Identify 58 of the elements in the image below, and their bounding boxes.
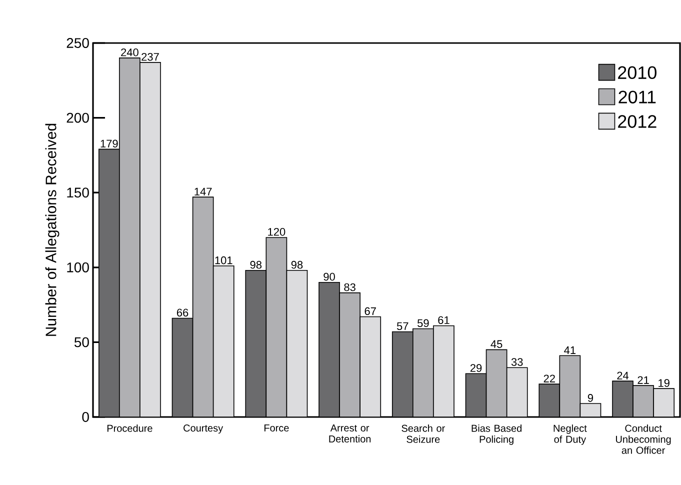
bar (433, 325, 454, 417)
x-tick-label: Procedure (107, 424, 152, 432)
data-label: 61 (438, 316, 450, 324)
data-label: 98 (291, 260, 303, 269)
data-label: 66 (176, 308, 188, 317)
legend-label: 2012 (618, 115, 656, 128)
legend-label: 2010 (618, 66, 656, 80)
x-tick-label: Force (264, 424, 289, 432)
bar (506, 367, 528, 417)
data-label: 19 (658, 379, 670, 387)
bar (653, 388, 675, 417)
bar (612, 380, 634, 417)
data-label: 45 (490, 340, 502, 348)
data-label: 90 (324, 272, 335, 281)
bar (172, 318, 194, 417)
data-label: 21 (638, 376, 649, 384)
y-tick-label: 200 (66, 112, 89, 123)
legend-label: 2011 (618, 90, 656, 104)
bar (580, 404, 601, 417)
data-label: 147 (194, 188, 212, 196)
data-label: 240 (121, 48, 138, 56)
y-tick-label: 100 (67, 262, 89, 272)
data-label: 98 (250, 260, 262, 269)
y-axis-title: Number of Allegations Received (45, 124, 60, 336)
bar (465, 373, 487, 417)
x-tick-label: Neglect of Duty (554, 424, 587, 445)
x-tick-label: Courtesy (184, 424, 224, 434)
data-label: 59 (418, 319, 429, 328)
bar (286, 270, 308, 417)
y-tick-label: 0 (82, 412, 89, 422)
x-tick-label: Conduct Unbecoming an Officer (616, 424, 671, 454)
x-tick-label: Search or Seizure (402, 424, 445, 443)
x-tick-label: Arrest or Detention (329, 424, 371, 442)
y-tick-label: 150 (67, 188, 89, 198)
data-label: 101 (215, 256, 232, 264)
bar (538, 384, 560, 417)
data-label: 57 (396, 322, 408, 330)
bar (245, 270, 267, 417)
data-label: 22 (544, 374, 555, 382)
bar (98, 148, 120, 417)
data-label: 237 (142, 52, 159, 61)
data-label: 24 (617, 372, 629, 380)
bar (360, 316, 382, 417)
x-tick-label: Bias Based Policing (472, 424, 522, 445)
data-label: 83 (344, 283, 356, 292)
data-label: 67 (364, 307, 376, 316)
data-label: 29 (470, 364, 482, 372)
data-label: 9 (588, 394, 594, 402)
y-tick-label: 250 (66, 38, 89, 48)
data-label: 179 (100, 140, 118, 148)
data-label: 33 (511, 358, 523, 366)
bar (392, 331, 414, 417)
bar (212, 265, 234, 417)
data-label: 120 (268, 228, 286, 236)
bar (140, 62, 161, 417)
data-label: 41 (564, 346, 576, 354)
bar (318, 282, 340, 417)
y-tick-label: 50 (74, 337, 89, 348)
